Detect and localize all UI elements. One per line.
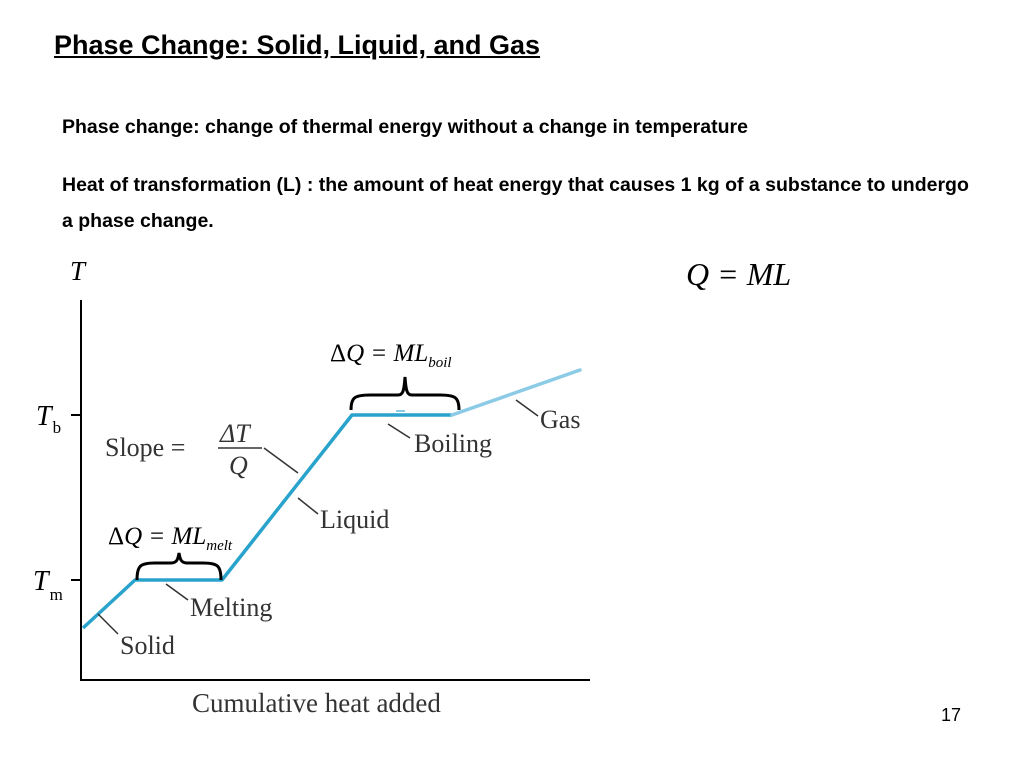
slide-title: Phase Change: Solid, Liquid, and Gas bbox=[54, 30, 541, 60]
slope-prefix: Slope = bbox=[105, 433, 185, 462]
gas-curve bbox=[450, 368, 582, 417]
heat-of-transformation-definition: Heat of transformation (L) : the amount … bbox=[62, 174, 969, 232]
tick-label-boiling: Tb bbox=[36, 401, 61, 437]
melt-brace bbox=[135, 552, 223, 581]
y-axis-label: T bbox=[70, 256, 87, 286]
phase-change-definition: Phase change: change of thermal energy w… bbox=[62, 116, 748, 138]
dq-melt-label: ΔQ = MLmelt bbox=[108, 523, 233, 554]
gas-pointer bbox=[515, 399, 539, 417]
melting-pointer bbox=[165, 583, 189, 601]
boil-brace bbox=[349, 376, 461, 411]
liquid-pointer bbox=[297, 497, 319, 515]
gas-label: Gas bbox=[540, 405, 580, 434]
liquid-label: Liquid bbox=[320, 505, 389, 534]
tick-label-melting: Tm bbox=[33, 566, 63, 604]
heat-equation: Q = ML bbox=[686, 256, 792, 292]
boiling-label: Boiling bbox=[414, 429, 492, 458]
boiling-pointer bbox=[387, 423, 411, 439]
slope-numerator: ΔT bbox=[219, 419, 251, 448]
page-number: 17 bbox=[941, 705, 962, 725]
solid-pointer bbox=[97, 613, 119, 635]
melting-label: Melting bbox=[190, 593, 272, 622]
x-axis-label: Cumulative heat added bbox=[192, 688, 441, 718]
slope-denominator: Q bbox=[229, 451, 248, 480]
solid-label: Solid bbox=[120, 631, 175, 660]
dq-boil-label: ΔQ = MLboil bbox=[330, 340, 452, 371]
slope-pointer bbox=[263, 447, 299, 474]
